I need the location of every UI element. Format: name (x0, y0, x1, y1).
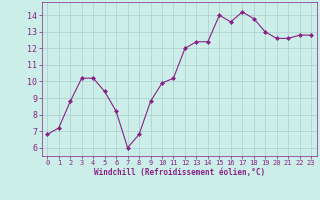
X-axis label: Windchill (Refroidissement éolien,°C): Windchill (Refroidissement éolien,°C) (94, 168, 265, 177)
